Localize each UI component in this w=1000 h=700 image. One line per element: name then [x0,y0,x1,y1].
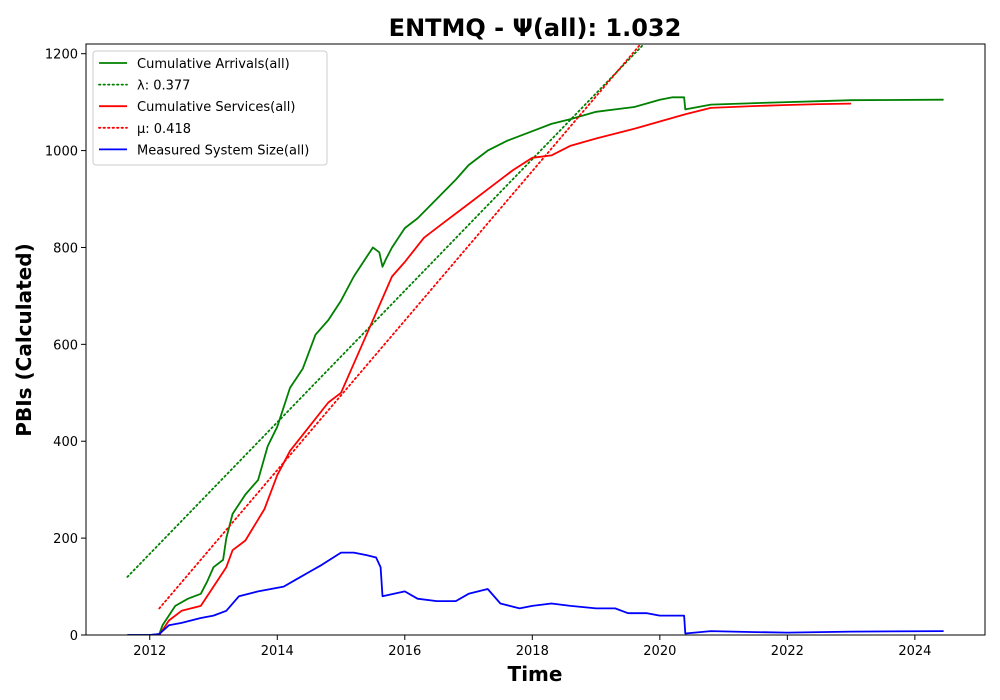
x-tick-label: 2014 [261,644,294,659]
y-axis: 0 200 400 600 800 1000 1200 [45,48,86,644]
y-axis-label: PBIs (Calculated) [12,243,36,436]
series-line-cumulative-arrivals-all [127,96,944,635]
x-tick-label: 2018 [516,644,549,659]
series-line-0-418 [158,44,642,610]
x-tick-label: 2024 [898,644,931,659]
legend-label: λ: 0.377 [137,79,190,94]
legend-label: μ: 0.418 [137,122,191,137]
x-tick-label: 2012 [133,644,166,659]
y-tick-label: 400 [53,435,78,450]
series-line-measured-system-size-all [127,551,944,635]
legend-label: Cumulative Services(all) [137,100,295,115]
series-line-cumulative-services-all [158,102,852,635]
x-tick-label: 2022 [771,644,804,659]
x-tick-label: 2020 [643,644,676,659]
y-tick-label: 600 [53,338,78,353]
chart-title: ENTMQ - Ψ(all): 1.032 [389,14,682,42]
x-tick-label: 2016 [388,644,421,659]
x-axis: 2012 2014 2016 2018 2020 2022 2024 [133,635,931,659]
y-tick-label: 1200 [45,48,78,63]
y-tick-label: 200 [53,532,78,547]
legend-box [92,50,328,166]
y-tick-label: 0 [70,629,78,644]
y-tick-label: 800 [53,241,78,256]
series-line-0-377 [126,44,645,578]
legend: Cumulative Arrivals(all) λ: 0.377 Cumulati… [92,50,328,166]
series-layer [126,44,944,635]
plot-frame [85,43,986,636]
legend-label: Measured System Size(all) [137,143,309,158]
x-axis-label: Time [508,662,563,686]
legend-label: Cumulative Arrivals(all) [137,57,290,72]
y-tick-label: 1000 [45,145,78,160]
